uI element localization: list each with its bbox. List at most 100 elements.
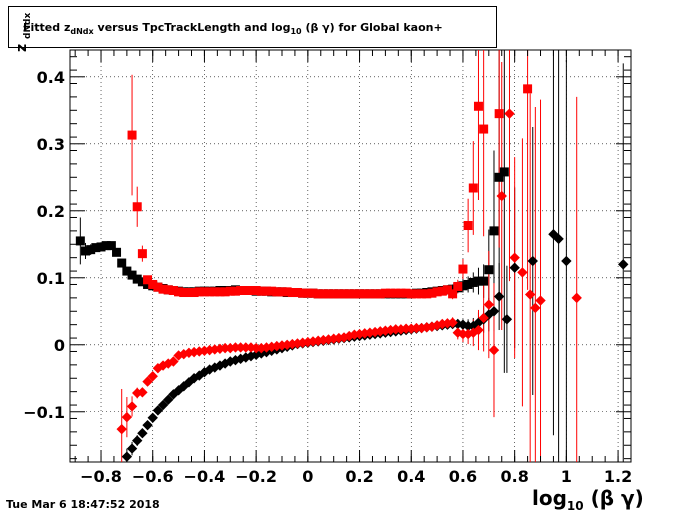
data-point-diamond	[473, 324, 484, 336]
x-tick-label: −0.8	[80, 467, 122, 486]
y-tick-label: −0.1	[23, 403, 65, 422]
data-point-square	[339, 289, 349, 299]
data-point-square	[117, 258, 127, 268]
data-point-square	[246, 286, 256, 296]
data-point-square	[411, 289, 421, 299]
data-point-square	[479, 276, 489, 286]
data-point-diamond	[524, 289, 536, 300]
error-bars	[79, 50, 624, 462]
data-point-square	[194, 287, 204, 297]
x-tick-label: 0.8	[500, 467, 528, 486]
x-tick-label: −0.2	[235, 467, 277, 486]
data-point-diamond	[157, 360, 169, 371]
data-point-square	[96, 242, 106, 252]
y-axis-label: z dNdx	[14, 12, 33, 52]
data-point-diamond	[535, 295, 546, 306]
title-log-sub: 10	[290, 27, 302, 37]
data-point-diamond	[152, 405, 164, 416]
data-point-square	[132, 202, 142, 212]
data-point-square	[153, 282, 163, 292]
data-point-diamond	[142, 419, 153, 431]
data-point-square	[127, 130, 137, 140]
data-point-square	[101, 241, 111, 251]
data-point-diamond	[142, 376, 153, 387]
title-tail: (β γ) for Global kaon+	[301, 21, 443, 34]
data-point-diamond	[183, 347, 195, 359]
data-point-square	[215, 287, 225, 297]
data-point-square	[463, 279, 473, 289]
x-tick-label: 0	[302, 467, 313, 486]
title-sub: dNdx	[70, 27, 94, 37]
data-point-diamond	[509, 252, 520, 263]
data-point-diamond	[121, 411, 133, 423]
data-point-diamond	[530, 302, 541, 314]
data-point-square	[303, 288, 313, 298]
data-point-square	[406, 289, 416, 299]
data-point-square	[479, 124, 489, 134]
data-point-square	[225, 286, 235, 296]
data-point-square	[86, 245, 96, 255]
data-point-square	[484, 265, 494, 275]
x-tick-label: 0.2	[345, 467, 373, 486]
data-point-square	[318, 289, 328, 299]
data-markers	[75, 84, 629, 462]
data-point-square	[380, 288, 390, 298]
x-tick-label: −0.4	[184, 467, 226, 486]
data-point-diamond	[126, 443, 138, 454]
data-point-square	[132, 274, 142, 284]
data-point-diamond	[509, 262, 520, 273]
data-point-square	[91, 243, 101, 253]
data-point-square	[375, 289, 385, 299]
data-point-square	[137, 249, 147, 259]
x-tick-label: 0.6	[449, 467, 477, 486]
data-point-square	[489, 226, 499, 236]
data-point-diamond	[126, 401, 138, 412]
data-point-square	[277, 287, 287, 297]
data-point-diamond	[447, 317, 458, 328]
data-point-diamond	[478, 312, 489, 324]
data-point-square	[174, 287, 184, 297]
data-point-diamond	[517, 267, 528, 278]
data-point-diamond	[493, 291, 505, 302]
data-point-square	[220, 287, 230, 297]
data-point-square	[163, 285, 173, 295]
data-point-square	[199, 287, 209, 297]
data-point-square	[267, 286, 277, 296]
data-point-diamond	[116, 423, 127, 435]
data-point-square	[127, 270, 137, 280]
data-point-diamond	[152, 363, 164, 374]
data-point-square	[422, 289, 432, 299]
data-point-square	[468, 183, 478, 193]
data-point-square	[158, 284, 168, 294]
data-point-square	[236, 286, 246, 296]
data-point-square	[230, 286, 240, 296]
data-point-square	[287, 288, 297, 298]
data-point-square	[143, 279, 153, 289]
data-point-square	[463, 221, 473, 231]
data-point-square	[324, 289, 334, 299]
data-point-diamond	[132, 435, 143, 446]
data-point-square	[458, 264, 468, 274]
data-point-square	[523, 84, 533, 94]
data-point-diamond	[163, 394, 174, 405]
data-point-square	[137, 277, 147, 287]
data-point-diamond	[147, 412, 158, 423]
chart-title: Fitted zdNdx versus TpcTrackLength and l…	[23, 21, 443, 36]
timestamp: Tue Mar 6 18:47:52 2018	[6, 498, 160, 511]
data-point-square	[184, 288, 194, 298]
data-point-square	[256, 286, 266, 296]
data-point-diamond	[496, 190, 507, 202]
data-point-square	[282, 287, 292, 297]
data-point-square	[468, 277, 478, 287]
y-tick-label: 0.3	[37, 135, 65, 154]
data-point-square	[344, 289, 354, 299]
data-point-square	[432, 287, 442, 297]
data-point-square	[81, 246, 91, 256]
data-point-square	[365, 289, 375, 299]
data-point-square	[75, 236, 85, 246]
data-point-square	[453, 281, 463, 291]
data-point-square	[148, 279, 158, 289]
data-point-square	[334, 289, 344, 299]
y-tick-label: 0	[54, 336, 65, 355]
data-point-square	[179, 288, 189, 298]
